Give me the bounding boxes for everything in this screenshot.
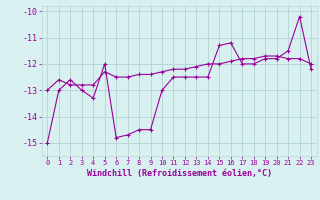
X-axis label: Windchill (Refroidissement éolien,°C): Windchill (Refroidissement éolien,°C) bbox=[87, 169, 272, 178]
